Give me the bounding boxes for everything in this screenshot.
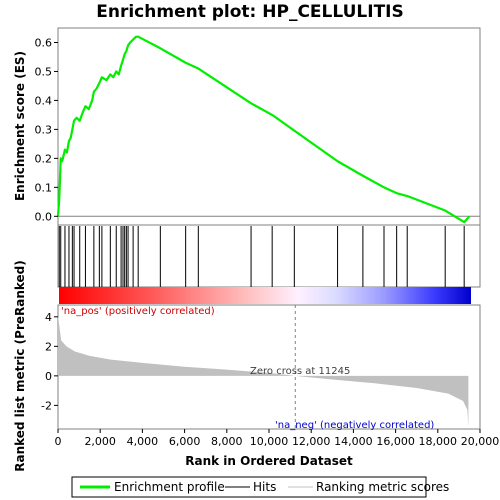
es-y-ticks: 0.0 0.1 0.2 0.3 0.4 0.5 0.6 [35,36,58,223]
metric-area [58,315,469,428]
es-tick-label: 0.3 [35,123,53,136]
neg-label: 'na_neg' (negatively correlated) [275,420,434,431]
es-tick-label: 0.2 [35,152,53,165]
es-tick-label: 0.0 [35,210,53,223]
metric-y-axis-label: Ranked list metric (PreRanked) [13,260,27,472]
x-tick-label: 2,000 [84,435,116,448]
es-tick-label: 0.1 [35,181,53,194]
legend-hits-label: Hits [253,480,276,494]
metric-area-group [58,315,469,428]
x-tick-label: 8,000 [211,435,243,448]
x-tick-label: 6,000 [169,435,201,448]
legend: Enrichment profile Hits Ranking metric s… [71,476,449,498]
metric-tick-label: -2 [41,399,52,412]
metric-tick-label: 4 [45,311,52,324]
metric-tick-label: 2 [45,340,52,353]
x-tick-label: 0 [55,435,62,448]
es-tick-label: 0.4 [35,94,53,107]
enrichment-profile-path [56,35,471,224]
legend-profile-label: Enrichment profile [114,480,225,494]
es-tick-label: 0.6 [35,36,53,49]
legend-metric-label: Ranking metric scores [316,480,449,494]
es-y-axis-label: Enrichment score (ES) [13,51,27,201]
chart-title: Enrichment plot: HP_CELLULITIS [96,2,403,22]
x-tick-label: 10,000 [250,435,289,448]
enrichment-profile-line [56,35,471,224]
x-tick-label: 12,000 [292,435,331,448]
metric-tick-label: 0 [45,370,52,383]
pos-label: 'na_pos' (positively correlated) [61,306,215,317]
rank-gradient-bar [59,287,471,304]
x-axis-ticks: 0 2,000 4,000 6,000 8,000 10,000 12,000 14,000 1… [55,429,500,448]
x-tick-label: 16,000 [376,435,415,448]
hit-markers [58,226,465,287]
x-tick-label: 20,000 [461,435,500,448]
x-tick-label: 18,000 [419,435,458,448]
metric-y-ticks: 4 2 0 -2 [41,311,58,412]
x-axis-label: Rank in Ordered Dataset [185,454,353,468]
x-tick-label: 14,000 [334,435,373,448]
es-panel-frame [57,27,481,226]
x-tick-label: 4,000 [127,435,159,448]
zero-cross-label: Zero cross at 11245 [250,366,350,377]
es-tick-label: 0.5 [35,65,53,78]
